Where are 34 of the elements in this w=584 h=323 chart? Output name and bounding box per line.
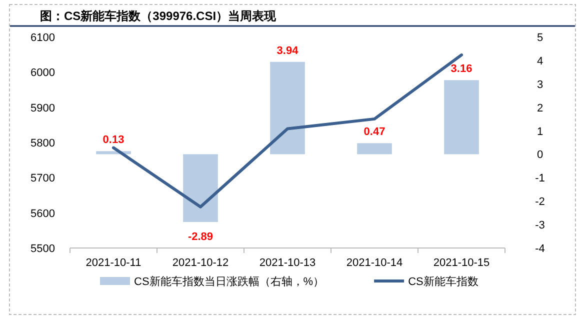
data-label: 0.47 (364, 126, 386, 138)
x-tick-label: 2021-10-15 (433, 257, 490, 269)
y2-tick-label: -3 (535, 220, 545, 232)
x-tick-label: 2021-10-14 (346, 257, 403, 269)
y-tick-label: 5900 (30, 102, 55, 114)
y-tick-label: 6000 (30, 67, 55, 80)
data-label: 3.94 (276, 44, 300, 57)
y2-tick-label: 5 (536, 32, 544, 44)
legend-label: CS新能车指数当日涨跌幅（右轴，%） (134, 275, 324, 288)
y2-tick-label: -1 (535, 172, 545, 185)
y-tick-label: 5800 (30, 138, 55, 150)
y2-tick-label: -2 (535, 196, 545, 208)
x-tick-label: 2021-10-13 (259, 257, 316, 269)
y-tick-label: 6100 (30, 32, 55, 44)
y-tick-label: 5700 (30, 172, 55, 185)
x-tick-label: 2021-10-11 (86, 257, 142, 269)
y2-tick-label: 3 (536, 78, 544, 91)
x-tick-label: 2021-10-12 (172, 257, 229, 269)
chart-title: 图：CS新能车指数（399976.CSI）当周表现 (40, 9, 278, 23)
y2-tick-label: 4 (536, 55, 544, 68)
bar (357, 143, 392, 154)
data-label: 3.16 (450, 63, 472, 76)
data-label: 0.13 (102, 134, 124, 146)
y-tick-label: 5500 (30, 243, 55, 255)
y2-tick-label: 0 (536, 149, 544, 162)
bar (444, 80, 479, 154)
legend-label: CS新能车指数 (408, 275, 478, 288)
y2-tick-label: 1 (536, 126, 544, 138)
bar (183, 154, 218, 222)
bar (270, 62, 305, 154)
y-tick-label: 5600 (30, 208, 55, 220)
data-label: -2.89 (188, 230, 214, 243)
y2-tick-label: 2 (536, 102, 544, 114)
y2-tick-label: -4 (535, 243, 545, 255)
